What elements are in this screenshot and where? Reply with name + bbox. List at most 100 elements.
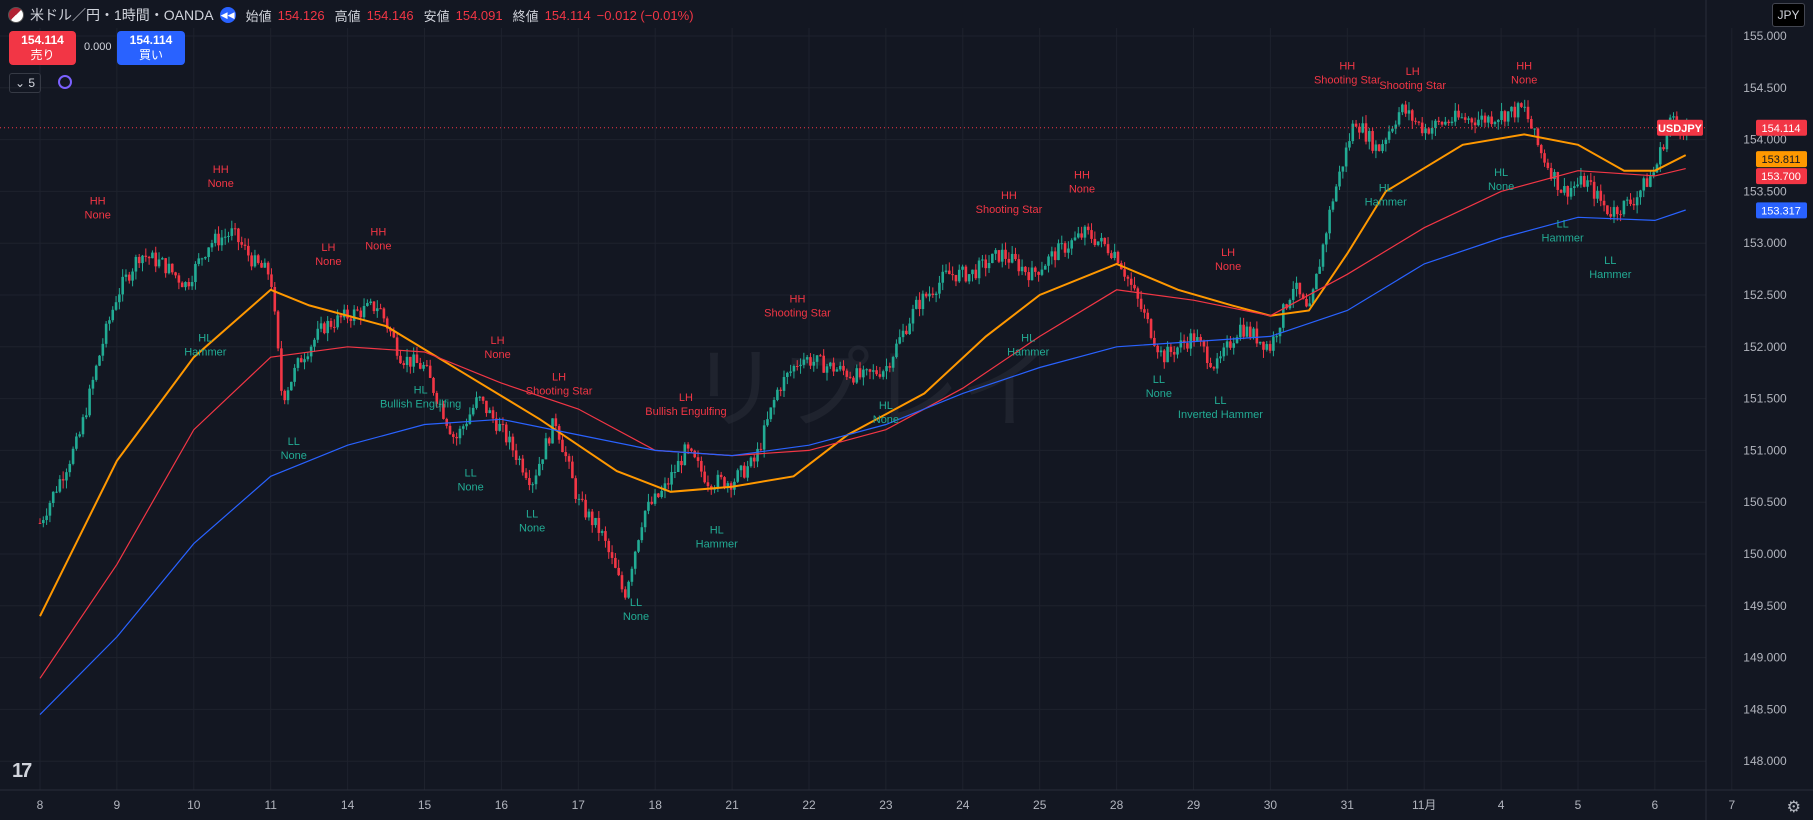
candle-body bbox=[91, 379, 95, 389]
candle-body bbox=[1526, 106, 1530, 120]
candle-body bbox=[977, 260, 981, 279]
candle-body bbox=[693, 450, 697, 458]
candle-body bbox=[1229, 341, 1232, 348]
candle-body bbox=[1133, 284, 1136, 289]
candle-body bbox=[38, 522, 42, 524]
tradingview-logo-icon[interactable]: 17 bbox=[12, 760, 32, 782]
x-tick-label: 30 bbox=[1264, 798, 1278, 812]
candle-body bbox=[1248, 326, 1252, 338]
candle-body bbox=[319, 323, 323, 329]
candle-body bbox=[313, 339, 316, 347]
candle-body bbox=[445, 418, 449, 426]
candle-body bbox=[127, 274, 131, 281]
candle-body bbox=[1159, 350, 1163, 353]
swing-label: LL bbox=[288, 436, 300, 448]
y-tick-label: 150.500 bbox=[1743, 495, 1787, 509]
candle-body bbox=[1463, 117, 1467, 120]
candle-body bbox=[1665, 130, 1669, 150]
swing-label: HL bbox=[198, 333, 212, 345]
candle-body bbox=[1047, 256, 1050, 266]
candle-body bbox=[415, 354, 419, 363]
candle-body bbox=[660, 490, 663, 498]
candle-body bbox=[829, 362, 832, 367]
candle-body bbox=[1520, 103, 1523, 107]
x-tick-label: 16 bbox=[495, 798, 509, 812]
candle-body bbox=[1384, 139, 1388, 145]
candle-body bbox=[1063, 243, 1067, 253]
candle-body bbox=[418, 362, 422, 369]
candle-body bbox=[111, 309, 115, 321]
candle-body bbox=[795, 366, 799, 368]
candle-body bbox=[1341, 166, 1345, 172]
pattern-label: None bbox=[1488, 181, 1514, 193]
candle-body bbox=[580, 498, 584, 500]
candle-body bbox=[306, 356, 310, 360]
candle-body bbox=[1437, 120, 1441, 122]
candle-body bbox=[498, 423, 501, 431]
candle-body bbox=[369, 301, 372, 304]
candle-body bbox=[491, 410, 495, 419]
symbol-title[interactable]: 米ドル／円・1時間・OANDA bbox=[30, 7, 214, 23]
spread-value: 0.000 bbox=[84, 41, 112, 53]
currency-selector[interactable]: JPY bbox=[1772, 3, 1805, 27]
swing-label: LL bbox=[465, 467, 477, 479]
candle-body bbox=[845, 370, 849, 377]
y-tick-label: 148.000 bbox=[1743, 754, 1787, 768]
candle-body bbox=[458, 428, 462, 439]
candle-body bbox=[1397, 112, 1401, 125]
candle-body bbox=[1367, 131, 1371, 142]
candle-body bbox=[326, 320, 329, 334]
swing-label: LH bbox=[1406, 66, 1420, 78]
candle-body bbox=[792, 366, 796, 372]
candle-body bbox=[233, 228, 237, 230]
sell-button[interactable]: 154.114 売り bbox=[9, 31, 76, 65]
candle-body bbox=[336, 315, 339, 328]
sync-icon[interactable] bbox=[58, 75, 72, 89]
swing-label: HL bbox=[1379, 182, 1393, 194]
indicator-count: 5 bbox=[28, 76, 36, 90]
candle-body bbox=[1417, 121, 1421, 123]
candle-body bbox=[1496, 120, 1500, 123]
candle-body bbox=[908, 323, 911, 335]
candle-body bbox=[696, 457, 700, 461]
candle-body bbox=[984, 259, 988, 269]
settings-gear-icon[interactable]: ⚙ bbox=[1786, 799, 1801, 816]
open-value: 154.126 bbox=[277, 7, 325, 23]
candle-body bbox=[247, 245, 250, 256]
candle-body bbox=[1129, 278, 1133, 285]
swing-label: HL bbox=[879, 400, 893, 412]
candle-body bbox=[1506, 111, 1510, 122]
candle-body bbox=[551, 418, 554, 444]
candle-body bbox=[375, 308, 379, 312]
candle-body bbox=[1166, 346, 1169, 363]
candle-body bbox=[1162, 350, 1166, 363]
candle-body bbox=[213, 233, 217, 243]
candle-body bbox=[1027, 272, 1031, 281]
indicator-toggle[interactable]: ⌄ 5 bbox=[9, 73, 41, 93]
candle-body bbox=[1530, 119, 1533, 129]
candle-body bbox=[385, 318, 389, 329]
candle-body bbox=[1344, 147, 1348, 167]
replay-icon[interactable]: ◀◀ bbox=[219, 7, 236, 23]
x-tick-label: 9 bbox=[114, 798, 121, 812]
swing-label: LL bbox=[1604, 255, 1616, 267]
candle-body bbox=[1153, 337, 1156, 346]
candle-body bbox=[485, 400, 488, 414]
candle-body bbox=[891, 357, 895, 368]
candle-body bbox=[1192, 333, 1196, 342]
candle-body bbox=[948, 270, 951, 275]
candle-body bbox=[511, 436, 515, 451]
candle-body bbox=[1040, 269, 1044, 275]
candle-body bbox=[766, 419, 769, 426]
candle-body bbox=[240, 242, 244, 245]
candle-body bbox=[868, 369, 872, 372]
change-value: −0.012 (−0.01%) bbox=[596, 7, 694, 23]
candle-body bbox=[812, 361, 816, 366]
pattern-label: None bbox=[208, 178, 234, 190]
candle-body bbox=[1655, 164, 1659, 173]
y-tick-label: 154.500 bbox=[1743, 81, 1787, 95]
candle-body bbox=[756, 448, 759, 462]
buy-button[interactable]: 154.114 買い bbox=[117, 31, 185, 65]
candle-body bbox=[1067, 248, 1070, 253]
